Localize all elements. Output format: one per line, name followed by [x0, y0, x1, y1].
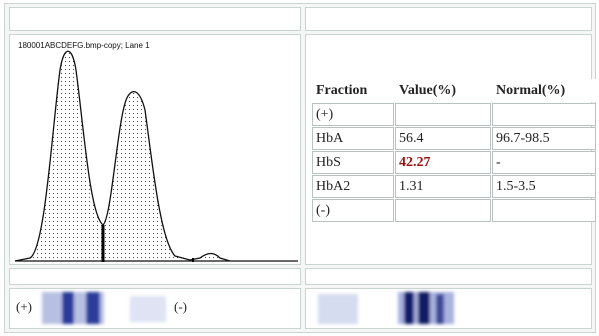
- cathode-label: (-): [174, 299, 187, 315]
- fraction-cell: HbA2: [312, 175, 394, 198]
- gel-bands-right: [318, 292, 454, 324]
- normal-cell: 1.5-3.5: [492, 175, 596, 198]
- table-row: (+): [312, 103, 596, 126]
- fraction-cell: HbS: [312, 151, 394, 174]
- normal-cell: [492, 103, 596, 126]
- column-header: Value(%): [395, 79, 491, 102]
- value-cell: [395, 199, 491, 222]
- fraction-cell: HbA: [312, 127, 394, 150]
- value-cell: 56.4: [395, 127, 491, 150]
- fraction-cell: (-): [312, 199, 394, 222]
- page: {"header": {"file_label": "180001ABCDEFG…: [0, 0, 599, 336]
- value-cell: 42.27: [395, 151, 491, 174]
- fraction-cell: (+): [312, 103, 394, 126]
- anode-label: (+): [16, 299, 32, 315]
- value-cell: 1.31: [395, 175, 491, 198]
- column-header: Fraction: [312, 79, 394, 102]
- normal-cell: -: [492, 151, 596, 174]
- value-cell: [395, 103, 491, 126]
- column-header: Normal(%): [492, 79, 596, 102]
- gel-bands-left: [42, 292, 166, 324]
- normal-cell: [492, 199, 596, 222]
- curve-fill: [15, 51, 230, 261]
- table-row: (-): [312, 199, 596, 222]
- normal-cell: 96.7-98.5: [492, 127, 596, 150]
